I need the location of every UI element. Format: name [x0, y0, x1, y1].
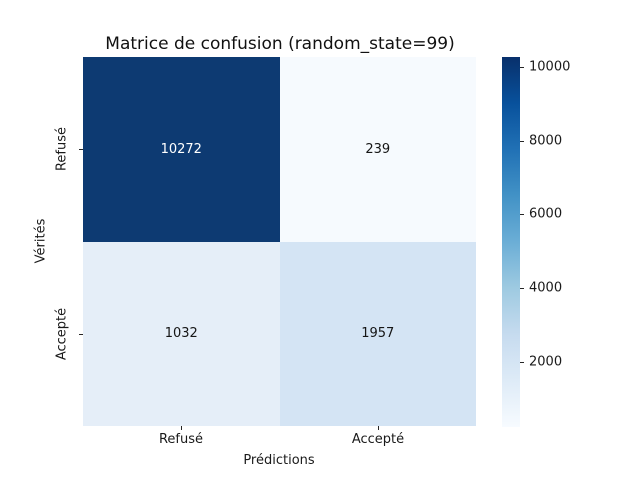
colorbar-tick-mark — [520, 214, 524, 215]
colorbar-tick-label-4000: 4000 — [529, 280, 563, 296]
x-tick-label-accepte: Accepté — [351, 432, 405, 447]
colorbar-tick-mark — [520, 288, 524, 289]
colorbar-tick-mark — [520, 67, 524, 68]
y-tick-mark — [79, 334, 83, 335]
colorbar-tick-label-8000: 8000 — [529, 133, 563, 149]
y-axis-label: Vérités — [33, 218, 49, 264]
cell-value: 239 — [365, 141, 391, 157]
y-tick-mark — [79, 149, 83, 150]
heatmap-cell-true-accepte-pred-accepte: 1957 — [279, 241, 476, 426]
x-axis-label: Prédictions — [243, 453, 315, 468]
colorbar-tick-label-10000: 10000 — [529, 59, 571, 75]
colorbar-tick-label-6000: 6000 — [529, 206, 563, 222]
heatmap-cell-true-accepte-pred-refuse: 1032 — [83, 241, 280, 426]
heatmap-grid: 10272 239 1032 1957 — [83, 57, 476, 426]
cell-value: 1032 — [164, 326, 198, 342]
cell-value: 10272 — [160, 141, 202, 157]
colorbar-tick-label-2000: 2000 — [529, 354, 563, 370]
colorbar-gradient — [502, 57, 520, 427]
y-tick-label-accepte: Accepté — [54, 307, 70, 361]
chart-title: Matrice de confusion (random_state=99) — [105, 34, 455, 54]
x-tick-mark — [181, 426, 182, 430]
x-tick-label-refuse: Refusé — [158, 432, 204, 447]
colorbar-tick-mark — [520, 362, 524, 363]
colorbar-tick-mark — [520, 141, 524, 142]
x-tick-mark — [378, 426, 379, 430]
y-tick-label-refuse: Refusé — [54, 126, 70, 172]
heatmap-cell-true-refuse-pred-refuse: 10272 — [83, 57, 280, 242]
heatmap-cell-true-refuse-pred-accepte: 239 — [279, 57, 476, 242]
cell-value: 1957 — [361, 326, 395, 342]
